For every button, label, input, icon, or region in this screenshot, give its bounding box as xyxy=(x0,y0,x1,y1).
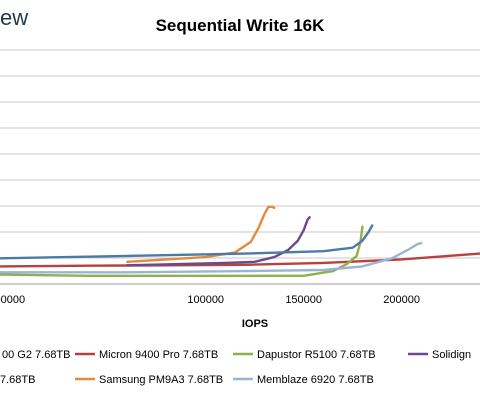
series-line xyxy=(0,241,423,274)
x-tick-label: 200000 xyxy=(383,294,420,306)
x-axis-ticks: 00000 100000 150000 200000 xyxy=(0,294,420,306)
chart-title: Sequential Write 16K xyxy=(156,16,326,35)
legend: 00 G2 7.68TB Micron 9400 Pro 7.68TB Dapust… xyxy=(0,349,471,386)
x-tick-label: 150000 xyxy=(285,294,322,306)
legend-label: 7.68TB xyxy=(0,374,35,386)
plot-series xyxy=(0,205,480,277)
x-axis-label: IOPS xyxy=(242,318,268,330)
legend-label: Solidign xyxy=(432,349,471,361)
series-line xyxy=(0,252,480,268)
x-tick-label: 00000 xyxy=(0,294,25,306)
legend-label: Micron 9400 Pro 7.68TB xyxy=(99,349,218,361)
legend-label: 00 G2 7.68TB xyxy=(2,349,71,361)
series-line xyxy=(0,225,364,277)
brand-logo-text: ew xyxy=(0,5,28,30)
series-line xyxy=(126,205,276,263)
gridlines xyxy=(0,49,480,285)
legend-label: Dapustor R5100 7.68TB xyxy=(257,349,376,361)
legend-label: Samsung PM9A3 7.68TB xyxy=(99,374,223,386)
legend-label: Memblaze 6920 7.68TB xyxy=(257,374,374,386)
series-line xyxy=(0,224,374,260)
x-tick-label: 100000 xyxy=(187,294,224,306)
series-line xyxy=(126,216,311,267)
